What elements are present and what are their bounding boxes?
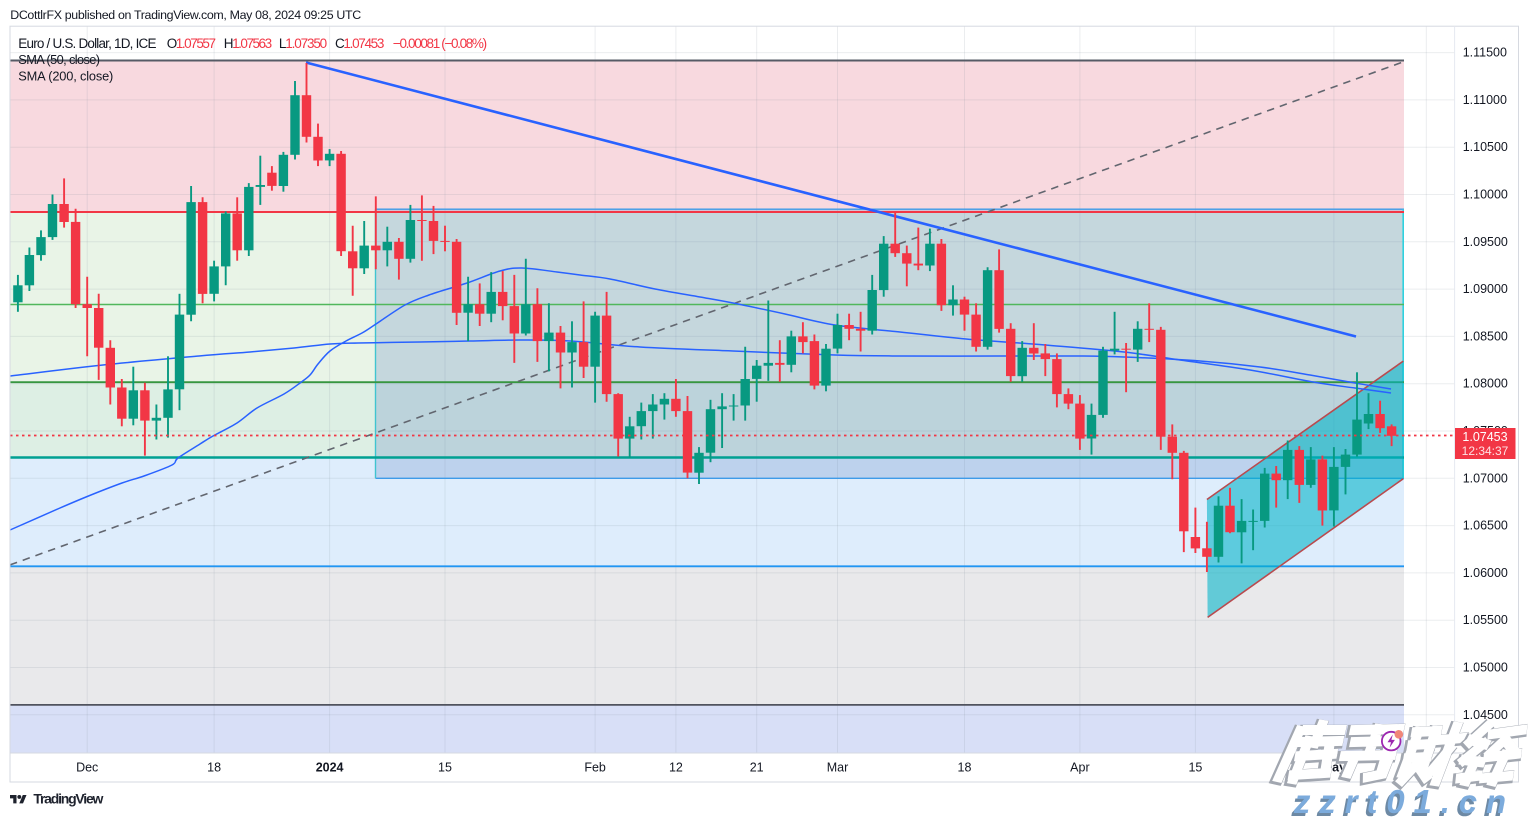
svg-text:1.10000: 1.10000 [1463, 188, 1508, 202]
svg-text:O1.07557: O1.07557 [167, 36, 216, 51]
svg-text:12:34:37: 12:34:37 [1462, 444, 1509, 458]
svg-text:H1.07563: H1.07563 [224, 36, 272, 51]
svg-text:12: 12 [669, 761, 683, 775]
svg-text:1.09500: 1.09500 [1463, 235, 1508, 249]
svg-text:zzrt01.cn: zzrt01.cn [1293, 783, 1515, 817]
svg-text:−0.00081 (−0.08%): −0.00081 (−0.08%) [393, 36, 487, 51]
svg-text:1.06000: 1.06000 [1463, 566, 1508, 580]
svg-text:15: 15 [1188, 761, 1202, 775]
svg-text:1.07000: 1.07000 [1463, 471, 1508, 485]
svg-text:SMA (200, close): SMA (200, close) [18, 69, 113, 84]
svg-text:15: 15 [438, 761, 452, 775]
svg-text:DCottlrFX published on Trading: DCottlrFX published on TradingView.com, … [10, 8, 361, 22]
svg-text:18: 18 [207, 761, 221, 775]
svg-text:Mar: Mar [827, 761, 849, 775]
svg-text:Euro / U.S. Dollar, 1D, ICE: Euro / U.S. Dollar, 1D, ICE [18, 36, 156, 51]
svg-text:TradingView: TradingView [33, 791, 103, 807]
svg-text:1.07453: 1.07453 [1462, 430, 1507, 444]
svg-text:Feb: Feb [584, 761, 606, 775]
svg-text:1.06500: 1.06500 [1463, 519, 1508, 533]
svg-text:zzrt01.cn: zzrt01.cn [1291, 786, 1513, 817]
svg-text:1.08500: 1.08500 [1463, 329, 1508, 343]
svg-text:1.10500: 1.10500 [1463, 140, 1508, 154]
svg-text:1.09000: 1.09000 [1463, 282, 1508, 296]
svg-text:1.05500: 1.05500 [1463, 613, 1508, 627]
svg-text:SMA (50, close): SMA (50, close) [18, 52, 100, 67]
svg-text:Apr: Apr [1070, 761, 1089, 775]
svg-text:1.11000: 1.11000 [1463, 93, 1507, 107]
svg-text:21: 21 [750, 761, 764, 775]
svg-text:L1.07350: L1.07350 [279, 36, 327, 51]
svg-text:Dec: Dec [76, 761, 98, 775]
svg-text:2024: 2024 [316, 761, 344, 775]
svg-text:18: 18 [958, 761, 972, 775]
svg-text:1.08000: 1.08000 [1463, 377, 1508, 391]
svg-text:1.11500: 1.11500 [1463, 46, 1507, 60]
svg-text:1.04500: 1.04500 [1463, 708, 1508, 722]
svg-text:1.05000: 1.05000 [1463, 661, 1508, 675]
svg-text:C1.07453: C1.07453 [335, 36, 384, 51]
